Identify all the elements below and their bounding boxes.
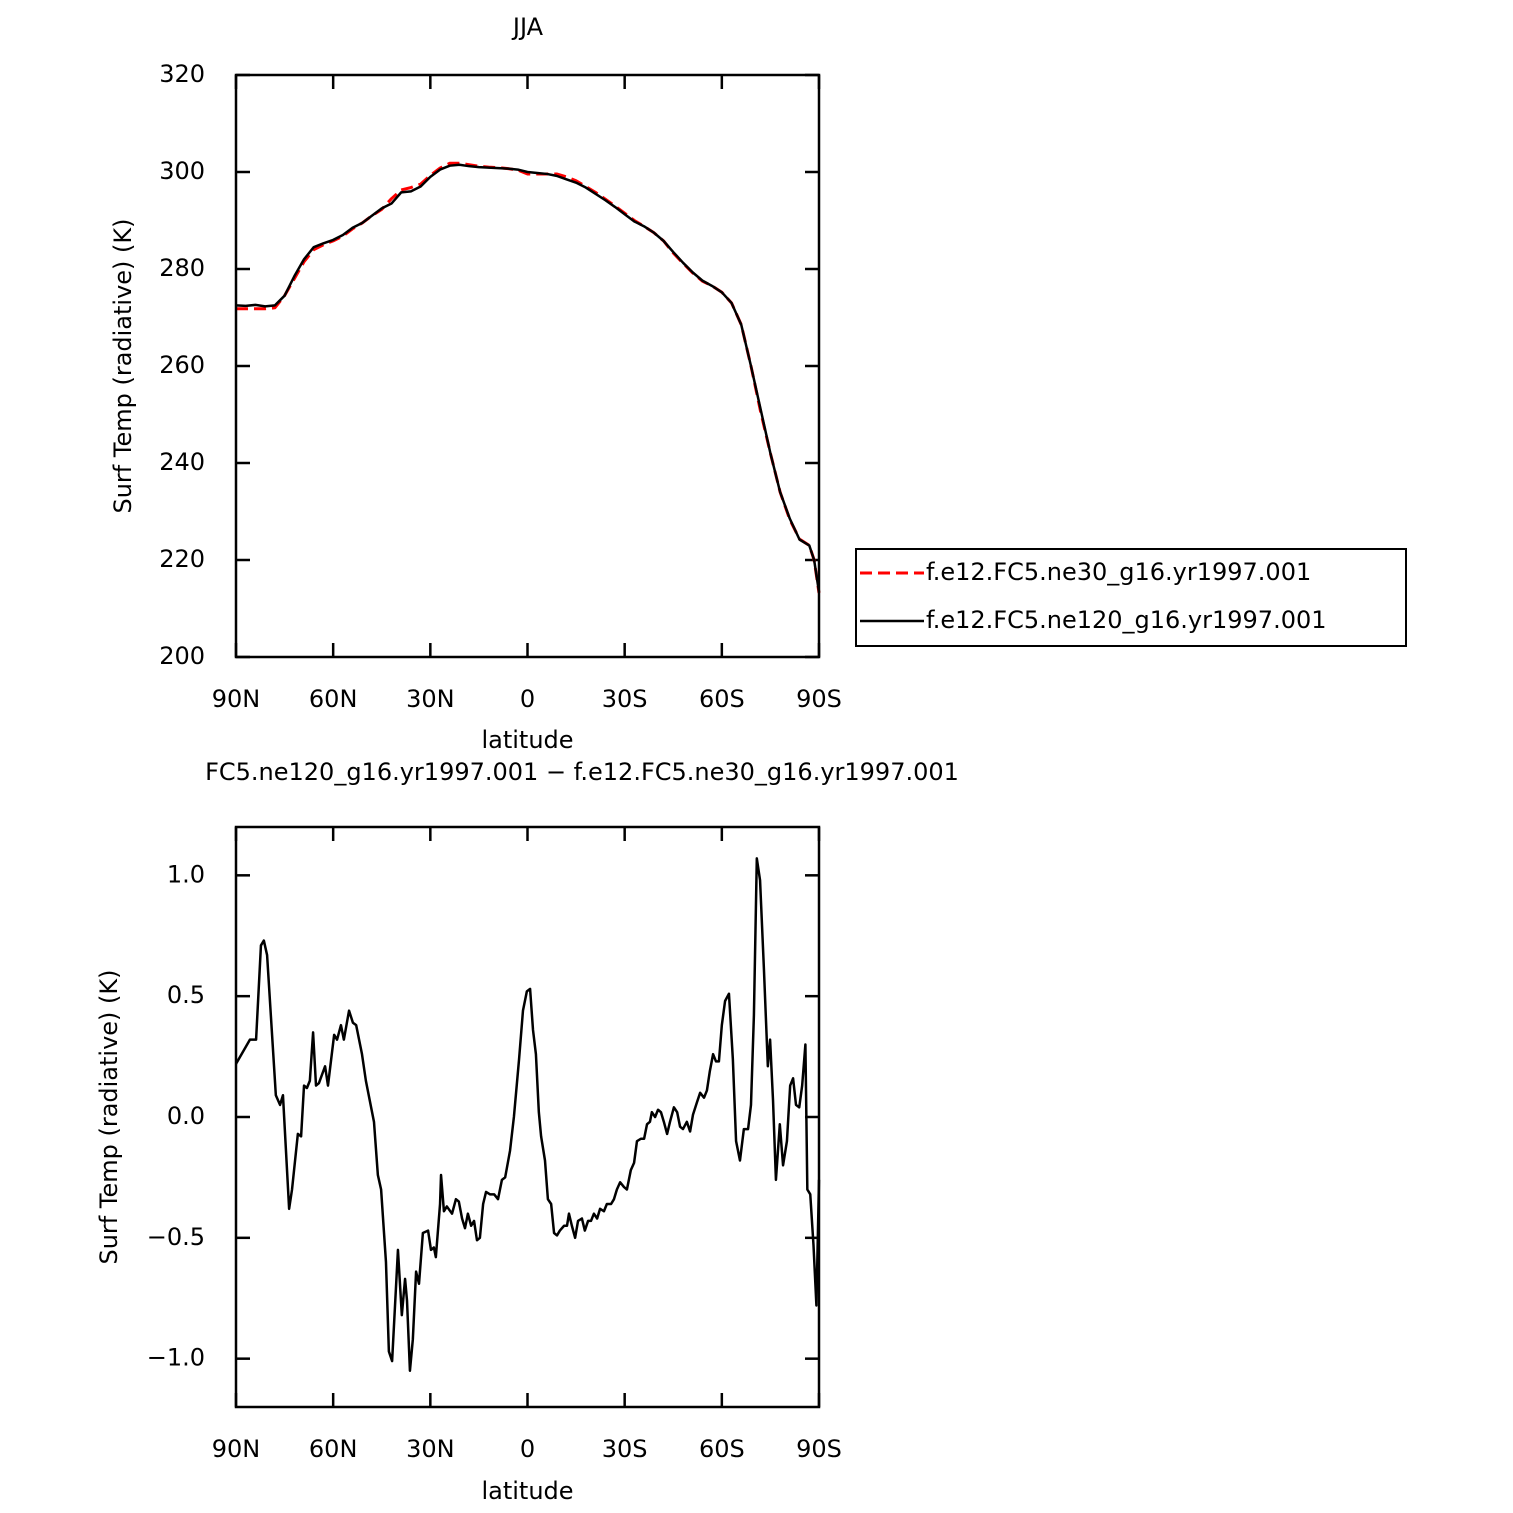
plot-frame — [234, 73, 821, 659]
x-tick-label: 60N — [309, 685, 358, 713]
y-tick-label: 240 — [159, 448, 205, 476]
chart-title: JJA — [511, 13, 544, 41]
x-tick-label: 60N — [309, 1435, 358, 1463]
legend-box — [855, 548, 1407, 647]
y-tick-label: 300 — [159, 157, 205, 185]
x-tick-label: 90S — [796, 685, 842, 713]
y-tick-label: 0.5 — [167, 981, 205, 1009]
x-tick-label: 90S — [796, 1435, 842, 1463]
y-tick-label: 280 — [159, 254, 205, 282]
x-tick-label: 0 — [520, 685, 535, 713]
x-tick-label: 90N — [212, 1435, 261, 1463]
legend-label: f.e12.FC5.ne30_g16.yr1997.001 — [926, 558, 1311, 586]
data-line — [235, 163, 821, 593]
data-line — [234, 857, 821, 1372]
y-tick-label: 260 — [159, 351, 205, 379]
chart-title: FC5.ne120_g16.yr1997.001 − f.e12.FC5.ne3… — [205, 758, 959, 786]
x-tick-label: 0 — [520, 1435, 535, 1463]
plot-frame — [234, 825, 821, 1409]
x-tick-label: 60S — [699, 685, 745, 713]
y-tick-label: −0.5 — [147, 1223, 205, 1251]
y-axis-label: Surf Temp (radiative) (K) — [109, 218, 137, 513]
x-tick-label: 90N — [212, 685, 261, 713]
x-tick-label: 30N — [406, 685, 455, 713]
y-tick-label: 1.0 — [167, 860, 205, 888]
x-tick-label: 30S — [602, 1435, 648, 1463]
x-tick-label: 30N — [406, 1435, 455, 1463]
x-tick-label: 30S — [602, 685, 648, 713]
y-tick-label: −1.0 — [147, 1344, 205, 1372]
x-axis-label: latitude — [481, 726, 573, 754]
y-tick-label: 320 — [159, 60, 205, 88]
x-axis-label: latitude — [481, 1477, 573, 1505]
y-tick-label: 200 — [159, 642, 205, 670]
legend-label: f.e12.FC5.ne120_g16.yr1997.001 — [926, 606, 1327, 634]
data-line — [236, 161, 821, 594]
y-tick-label: 0.0 — [167, 1102, 205, 1130]
x-tick-label: 60S — [699, 1435, 745, 1463]
y-axis-label: Surf Temp (radiative) (K) — [95, 969, 123, 1264]
y-tick-label: 220 — [159, 545, 205, 573]
